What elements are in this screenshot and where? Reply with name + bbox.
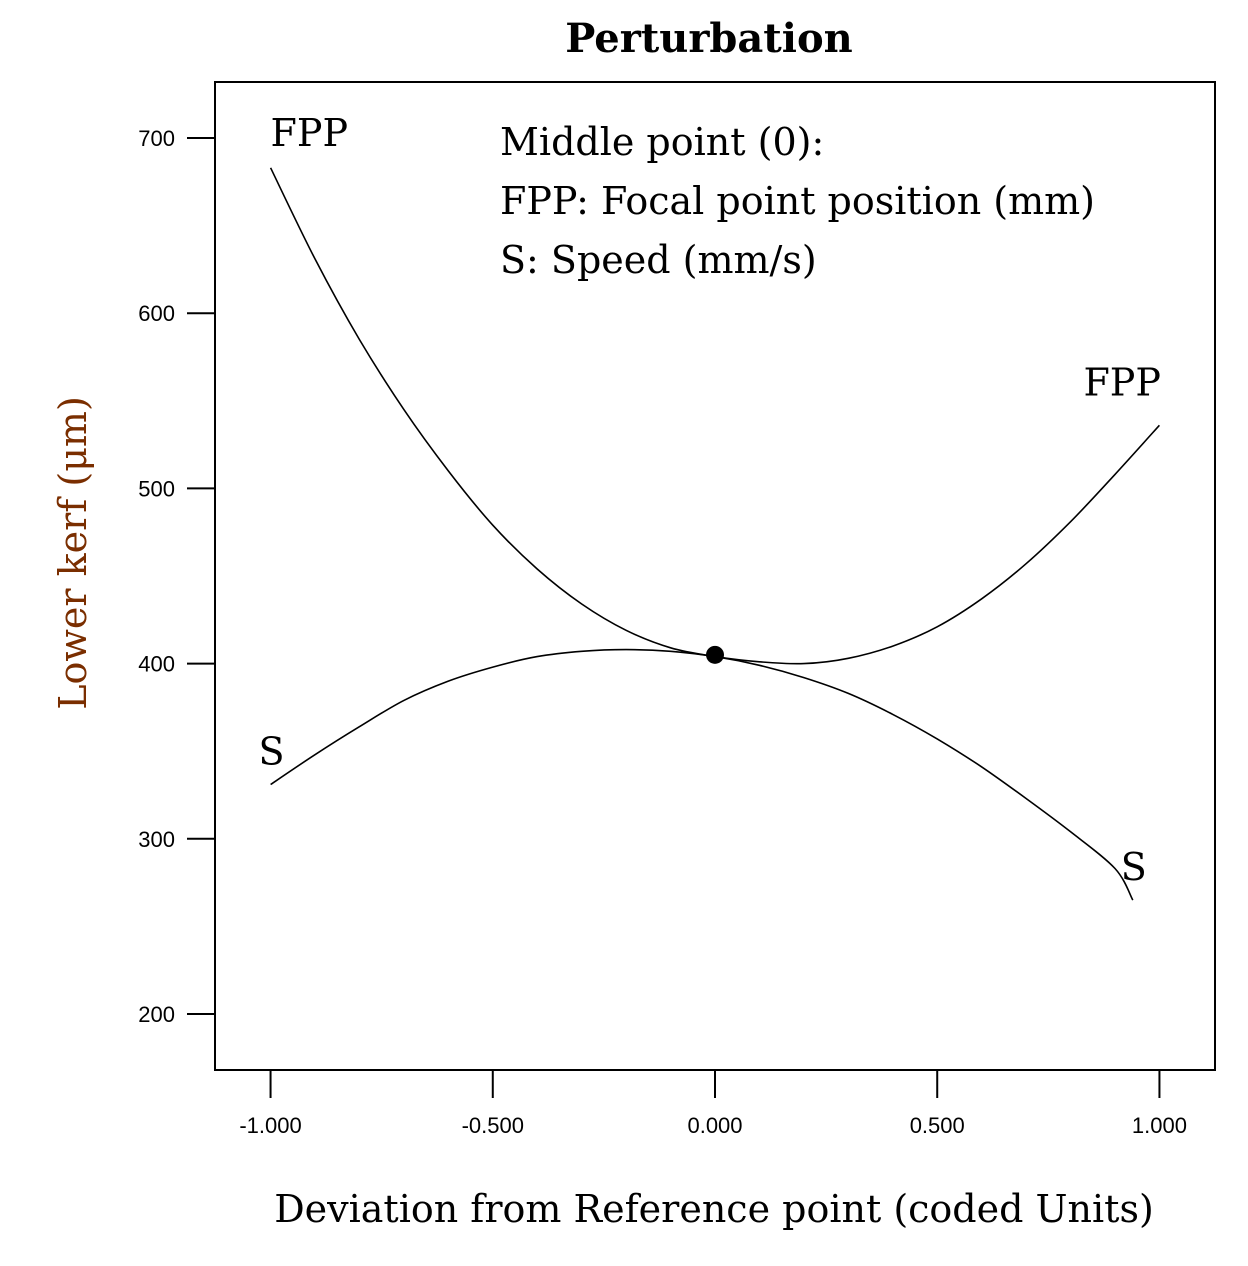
plot-frame	[214, 81, 1216, 1071]
x-tick-label: 0.500	[910, 1113, 965, 1138]
y-tick-label: 700	[138, 126, 175, 151]
reference-point-marker	[706, 645, 724, 664]
y-tick-label: 200	[138, 1002, 175, 1027]
y-tick-label: 300	[138, 827, 175, 852]
x-tick-label: -0.500	[462, 1113, 524, 1138]
x-axis: -1.000 -0.500 0.000 0.500 1.000	[239, 1070, 1187, 1138]
x-tick-label: 0.000	[687, 1113, 742, 1138]
legend-line-speed: S: Speed (mm/s)	[500, 238, 817, 282]
y-axis: 200 300 400 500 600 700	[138, 126, 215, 1027]
y-tick-label: 400	[138, 652, 175, 677]
series-line-s	[270, 648, 1134, 901]
legend-line-fpp: FPP: Focal point position (mm)	[500, 179, 1095, 223]
curve-end-label-fpp: FPP	[1083, 360, 1161, 404]
legend-annotation: Middle point (0): FPP: Focal point posit…	[500, 120, 1095, 282]
chart-title: Perturbation	[565, 15, 852, 62]
curve-end-label-s: S	[1121, 845, 1147, 889]
legend-line-middle-point: Middle point (0):	[500, 120, 824, 164]
y-tick-label: 600	[138, 301, 175, 326]
curve-start-label-s: S	[259, 729, 285, 773]
x-tick-label: -1.000	[239, 1113, 301, 1138]
y-axis-label: Lower kerf (μm)	[51, 396, 95, 710]
curve-start-label-fpp: FPP	[271, 111, 349, 155]
y-tick-label: 500	[138, 476, 175, 501]
x-tick-label: 1.000	[1132, 1113, 1187, 1138]
series-layer: FPP FPP S S	[259, 111, 1161, 901]
x-axis-label: Deviation from Reference point (coded Un…	[274, 1187, 1154, 1231]
